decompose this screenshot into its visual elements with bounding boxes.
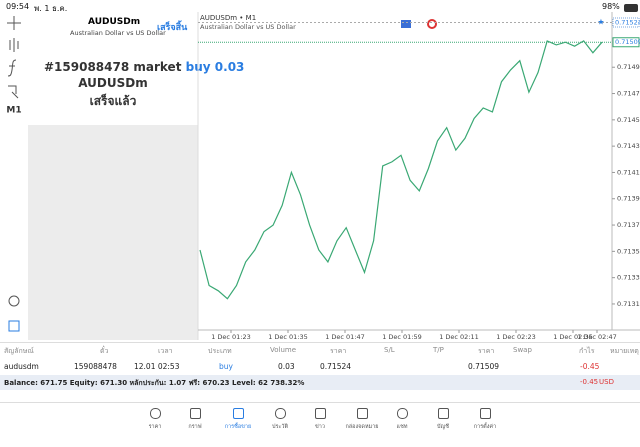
tab-label[interactable]: กราฟ xyxy=(188,424,202,430)
column-header: S/L xyxy=(384,346,395,354)
tab-icon[interactable] xyxy=(233,408,244,419)
tab-icon[interactable] xyxy=(315,408,326,419)
tab-label[interactable]: บัญชี xyxy=(437,424,449,430)
row-profit: -0.45 xyxy=(580,362,600,371)
order-symbol: AUDUSDm xyxy=(78,76,148,90)
column-header: ประเภท xyxy=(208,347,232,355)
clock: 09:54 xyxy=(6,2,30,11)
row-symbol[interactable]: audusdm xyxy=(4,362,39,371)
tab-icon[interactable] xyxy=(275,408,286,419)
order-status: เสร็จแล้ว xyxy=(89,94,137,108)
x-tick-label: 1 Dec 01:35 xyxy=(268,333,308,341)
x-tick-label: 1 Dec 01:59 xyxy=(382,333,422,341)
row-open-price: 0.71524 xyxy=(320,362,352,371)
order-panel xyxy=(28,12,198,125)
tab-label[interactable]: กล่องจดหมาย xyxy=(345,424,379,430)
objects-icon[interactable] xyxy=(8,85,19,99)
crosshair-icon[interactable] xyxy=(7,16,21,30)
column-header: ตั๋ว xyxy=(100,347,109,355)
balance-profit: -0.45 xyxy=(580,378,599,386)
tab-icon[interactable] xyxy=(357,408,368,419)
trade-icon[interactable] xyxy=(401,20,411,28)
tab-label[interactable]: ประวัติ xyxy=(271,424,289,430)
search-icon[interactable] xyxy=(8,295,20,307)
ask-label: 0.71524 xyxy=(615,19,640,27)
ask-box xyxy=(612,17,640,28)
balance-summary: Balance: 671.75 Equity: 671.30 หลักประกั… xyxy=(4,379,305,387)
column-header: เวลา xyxy=(158,347,173,355)
price-line xyxy=(199,40,603,300)
x-tick-label: 1 Dec 01:47 xyxy=(325,333,365,341)
new-order-icon[interactable] xyxy=(8,320,20,332)
row-ticket: 159088478 xyxy=(74,362,117,371)
column-header: Swap xyxy=(513,346,532,354)
tab-icon[interactable] xyxy=(480,408,491,419)
row-volume: 0.03 xyxy=(278,362,295,371)
column-header: Volume xyxy=(270,346,297,354)
row-time: 12.01 02:53 xyxy=(134,362,180,371)
tab-icon[interactable] xyxy=(397,408,408,419)
y-tick-label: 0.71490 xyxy=(617,63,640,71)
tab-label[interactable]: การตั้งค่า xyxy=(473,424,497,430)
x-tick-label: 1 Dec 02:23 xyxy=(496,333,536,341)
star-icon: ★ xyxy=(597,18,604,27)
x-tick-label: 1 Dec 02:11 xyxy=(439,333,479,341)
tab-label[interactable]: ราคา xyxy=(148,424,162,430)
bid-box xyxy=(612,37,640,48)
panel-description: Australian Dollar vs US Dollar xyxy=(70,29,166,37)
toolbar: M1 xyxy=(6,16,22,332)
date: พ. 1 ธ.ค. xyxy=(34,4,68,13)
row-type: buy xyxy=(219,362,233,371)
balance-bar xyxy=(0,375,640,390)
tab-icon[interactable] xyxy=(438,408,449,419)
function-icon[interactable] xyxy=(7,59,17,77)
panel-empty xyxy=(28,125,198,340)
tab-icon[interactable] xyxy=(150,408,161,419)
chart-title: AUDUSDm • M1 xyxy=(200,14,256,22)
tab-label[interactable]: การซื้อขาย xyxy=(224,424,252,430)
tab-label[interactable]: ข่าว xyxy=(315,424,325,430)
column-header: กำไร xyxy=(579,347,595,355)
column-header: หมายเหตุ xyxy=(610,347,639,355)
tab-label[interactable]: แชท xyxy=(396,424,408,430)
battery-icon xyxy=(624,4,638,12)
x-tick-label: 1 Dec 01:23 xyxy=(211,333,251,341)
chart: AUDUSDm • M1 Australian Dollar vs US Dol… xyxy=(197,12,640,341)
panel-symbol[interactable]: AUDUSDm xyxy=(88,17,141,27)
column-header: ราคา xyxy=(478,347,495,355)
indicators-icon[interactable] xyxy=(9,38,19,52)
column-header: T/P xyxy=(433,346,444,354)
order-text: #159088478 market xyxy=(44,60,182,74)
tab-icon[interactable] xyxy=(190,408,201,419)
battery: 98% xyxy=(602,2,620,11)
x-tick-label: 1 Dec 02:35 xyxy=(553,333,593,341)
timeframe[interactable]: M1 xyxy=(6,106,21,116)
order-volume: 0.03 xyxy=(214,60,245,74)
row-price: 0.71509 xyxy=(468,362,500,371)
alert-icon[interactable] xyxy=(427,19,437,29)
done-button[interactable]: เสร็จสิ้น xyxy=(157,23,188,33)
column-header: สัญลักษณ์ xyxy=(4,347,34,355)
bid-label: 0.71509 xyxy=(615,38,640,46)
chart-subtitle: Australian Dollar vs US Dollar xyxy=(200,23,296,31)
balance-currency: USD xyxy=(599,378,614,386)
column-header: ราคา xyxy=(330,347,347,355)
x-tick-label: 1 Dec 02:47 xyxy=(577,333,617,341)
